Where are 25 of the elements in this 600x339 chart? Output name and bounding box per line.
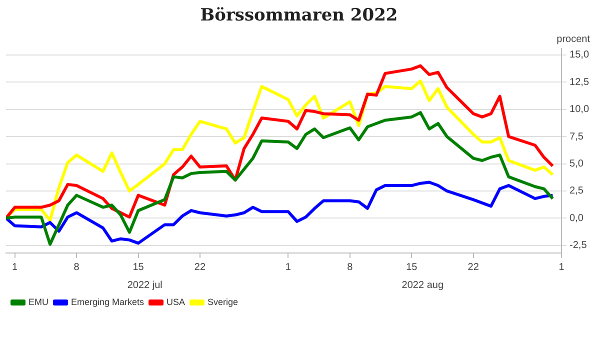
x-tick-label: 22 <box>194 262 206 273</box>
legend-label: Sverige <box>208 296 238 307</box>
y-tick-label: 0,0 <box>570 212 584 224</box>
text: 2022 aug <box>402 280 444 291</box>
legend-label: Emerging Markets <box>71 296 145 307</box>
x-tick-label: 1 <box>558 262 565 273</box>
y-tick-label: 15,0 <box>570 50 590 61</box>
x-tick-label: 1 <box>12 262 18 273</box>
legend-label: USA <box>166 296 186 307</box>
text: 2022 jul <box>127 280 162 291</box>
x-tick-label: 1 <box>285 262 292 273</box>
x-tick-label: 15 <box>406 262 418 273</box>
x-tick-label: 15 <box>132 262 144 273</box>
y-tick-label: 12,5 <box>570 76 590 88</box>
y-tick-label: 2,5 <box>570 186 584 197</box>
y-tick-label: -2,5 <box>570 240 588 252</box>
y-tick-label: 5,0 <box>570 158 584 170</box>
chart-title: Börssommaren 2022 <box>200 6 398 26</box>
x-tick-label: 8 <box>347 262 354 273</box>
x-tick-label: 22 <box>468 262 480 273</box>
x-tick-label: 8 <box>74 262 80 273</box>
y-tick-label: 7,5 <box>570 131 584 142</box>
y-axis-title: procent <box>556 34 590 46</box>
legend-label: EMU <box>28 296 48 307</box>
y-tick-label: 10,0 <box>570 104 590 116</box>
